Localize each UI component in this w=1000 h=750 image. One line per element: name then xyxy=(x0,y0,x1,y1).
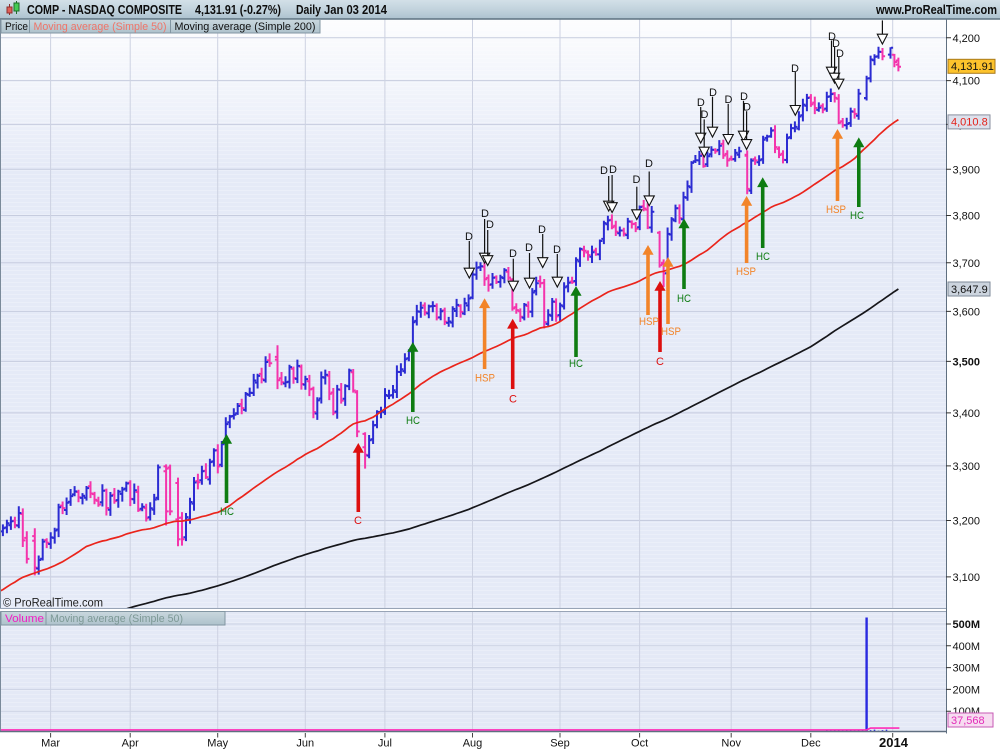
svg-text:4,200: 4,200 xyxy=(953,33,981,45)
svg-text:3,100: 3,100 xyxy=(953,572,981,584)
svg-text:Moving average (Simple 50): Moving average (Simple 50) xyxy=(34,21,167,33)
svg-text:Jul: Jul xyxy=(378,738,392,750)
svg-text:3,300: 3,300 xyxy=(953,461,981,473)
svg-text:Volume: Volume xyxy=(5,613,44,625)
svg-text:Jan 03 2014: Jan 03 2014 xyxy=(324,2,388,17)
svg-text:D: D xyxy=(697,97,705,109)
svg-text:D: D xyxy=(486,219,494,231)
svg-text:HC: HC xyxy=(569,358,583,370)
svg-text:D: D xyxy=(836,48,844,60)
svg-text:HSP: HSP xyxy=(639,316,659,328)
svg-text:300M: 300M xyxy=(953,663,981,675)
svg-text:Daily: Daily xyxy=(296,2,322,17)
svg-text:3,500: 3,500 xyxy=(953,356,981,368)
svg-text:Apr: Apr xyxy=(122,738,139,750)
svg-text:COMP - NASDAQ COMPOSITE: COMP - NASDAQ COMPOSITE xyxy=(27,2,182,17)
svg-text:D: D xyxy=(609,164,617,176)
svg-text:Sep: Sep xyxy=(550,738,570,750)
svg-text:www.ProRealTime.com: www.ProRealTime.com xyxy=(875,2,997,17)
svg-text:Aug: Aug xyxy=(463,738,483,750)
svg-text:D: D xyxy=(832,38,840,50)
svg-text:3,647.9: 3,647.9 xyxy=(951,284,988,296)
svg-text:D: D xyxy=(465,231,473,243)
svg-text:D: D xyxy=(538,224,546,236)
svg-text:3,800: 3,800 xyxy=(953,211,981,223)
svg-text:D: D xyxy=(709,87,717,99)
svg-text:HSP: HSP xyxy=(475,373,495,385)
svg-text:May: May xyxy=(207,738,228,750)
svg-text:Oct: Oct xyxy=(631,738,648,750)
svg-text:200M: 200M xyxy=(953,684,981,696)
svg-text:D: D xyxy=(791,63,799,75)
svg-text:Moving average (Simple 200): Moving average (Simple 200) xyxy=(175,21,316,33)
svg-text:3,200: 3,200 xyxy=(953,516,981,528)
svg-text:D: D xyxy=(633,174,641,186)
svg-text:4,010.8: 4,010.8 xyxy=(951,117,988,129)
svg-text:D: D xyxy=(701,109,709,121)
svg-text:D: D xyxy=(600,165,608,177)
svg-text:HC: HC xyxy=(220,506,234,518)
svg-text:D: D xyxy=(725,94,733,106)
svg-text:HC: HC xyxy=(756,251,770,263)
svg-text:Moving average (Simple 50): Moving average (Simple 50) xyxy=(50,613,183,625)
svg-text:500M: 500M xyxy=(953,619,981,631)
svg-text:D: D xyxy=(740,91,748,103)
svg-text:Mar: Mar xyxy=(41,738,60,750)
svg-text:Price: Price xyxy=(5,21,28,33)
svg-text:HSP: HSP xyxy=(736,266,756,278)
svg-text:HC: HC xyxy=(677,293,691,305)
svg-text:D: D xyxy=(509,248,517,260)
svg-text:D: D xyxy=(828,31,836,43)
svg-text:C: C xyxy=(354,515,362,527)
svg-text:3,400: 3,400 xyxy=(953,408,981,420)
svg-text:4,100: 4,100 xyxy=(953,76,981,88)
svg-text:HC: HC xyxy=(406,415,420,427)
svg-text:© ProRealTime.com: © ProRealTime.com xyxy=(3,598,103,610)
svg-text:2014: 2014 xyxy=(879,735,909,750)
svg-text:D: D xyxy=(645,158,653,170)
svg-text:400M: 400M xyxy=(953,641,981,653)
svg-text:Nov: Nov xyxy=(721,738,741,750)
svg-text:Dec: Dec xyxy=(801,738,821,750)
svg-text:3,600: 3,600 xyxy=(953,306,981,318)
svg-text:4,131.91: 4,131.91 xyxy=(951,61,994,73)
svg-text:D: D xyxy=(743,102,751,114)
svg-text:Jun: Jun xyxy=(296,738,314,750)
svg-text:4,131.91 (-0.27%): 4,131.91 (-0.27%) xyxy=(195,2,281,17)
svg-text:D: D xyxy=(553,244,561,256)
svg-text:C: C xyxy=(656,356,664,368)
svg-text:3,900: 3,900 xyxy=(953,164,981,176)
svg-text:3,700: 3,700 xyxy=(953,258,981,270)
svg-text:HC: HC xyxy=(850,210,864,222)
svg-text:37,568: 37,568 xyxy=(951,715,985,727)
svg-text:D: D xyxy=(525,242,533,254)
svg-text:C: C xyxy=(509,394,517,406)
svg-text:D: D xyxy=(481,208,489,220)
svg-text:HSP: HSP xyxy=(661,326,681,338)
svg-text:HSP: HSP xyxy=(826,204,846,216)
